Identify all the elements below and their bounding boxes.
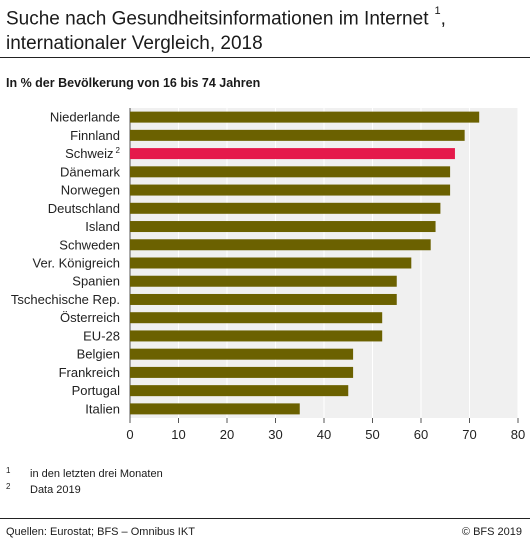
category-label-10: Tschechische Rep.	[11, 292, 120, 307]
bar-7	[130, 239, 431, 251]
title-line-1: Suche nach Gesundheitsinformationen im I…	[6, 8, 429, 30]
chart-title: Suche nach Gesundheitsinformationen im I…	[6, 5, 446, 55]
bar-8	[130, 257, 412, 269]
category-note-2: 2	[116, 146, 121, 155]
category-label-16: Italien	[85, 401, 120, 416]
category-label-3: Dänemark	[60, 164, 120, 179]
x-tick-label-80: 80	[511, 427, 525, 442]
category-label-0: Niederlande	[50, 110, 120, 125]
x-tick-label-20: 20	[220, 427, 234, 442]
bar-13	[130, 348, 354, 360]
x-tick-label-60: 60	[414, 427, 428, 442]
x-tick-label-70: 70	[462, 427, 476, 442]
bar-12	[130, 330, 383, 342]
category-label-9: Spanien	[72, 274, 120, 289]
x-tick-label-50: 50	[365, 427, 379, 442]
category-label-5: Deutschland	[48, 201, 120, 216]
bar-3	[130, 166, 451, 178]
bar-14	[130, 366, 354, 378]
category-label-15: Portugal	[72, 383, 121, 398]
footnote-1-mark: 1	[6, 466, 11, 475]
category-label-14: Frankreich	[59, 365, 120, 380]
x-tick-label-10: 10	[171, 427, 185, 442]
title-footnote-mark: 1	[434, 5, 441, 17]
bar-15	[130, 385, 349, 397]
bar-11	[130, 312, 383, 324]
bar-16	[130, 403, 300, 415]
footnote-2-text: Data 2019	[30, 484, 81, 496]
bar-9	[130, 275, 397, 287]
category-label-8: Ver. Königreich	[33, 256, 120, 271]
category-label-1: Finnland	[70, 128, 120, 143]
bar-1	[130, 129, 465, 141]
category-label-7: Schweden	[59, 237, 120, 252]
category-label-12: EU-28	[83, 328, 120, 343]
source-note: Quellen: Eurostat; BFS – Omnibus IKT	[6, 526, 195, 538]
x-tick-label-0: 0	[126, 427, 133, 442]
bar-0	[130, 111, 480, 123]
category-label-6: Island	[85, 219, 120, 234]
bar-6	[130, 221, 436, 233]
category-label-4: Norwegen	[61, 183, 120, 198]
top-divider	[0, 57, 530, 58]
footnote-2: 2 Data 2019	[6, 482, 163, 498]
category-label-13: Belgien	[77, 347, 120, 362]
copyright: © BFS 2019	[461, 526, 522, 538]
footnote-1: 1 in den letzten drei Monaten	[6, 466, 163, 482]
bar-chart: 0 10 20 30 40 50 60 70 80 Niederlande Finnland Schw…	[11, 108, 525, 442]
category-label-2: Schweiz 2	[65, 146, 120, 161]
category-label-11: Österreich	[60, 310, 120, 325]
bar-5	[130, 202, 441, 214]
bar-10	[130, 293, 397, 305]
footnote-2-mark: 2	[6, 482, 11, 491]
footnote-1-text: in den letzten drei Monaten	[30, 468, 163, 480]
x-tick-label-40: 40	[317, 427, 331, 442]
chart-subtitle: In % der Bevölkerung von 16 bis 74 Jahre…	[6, 76, 261, 90]
bar-2	[130, 148, 455, 160]
bottom-divider	[0, 518, 530, 519]
bar-4	[130, 184, 451, 196]
title-line-2: internationaler Vergleich, 2018	[6, 33, 263, 55]
x-tick-label-30: 30	[268, 427, 282, 442]
footnotes: 1 in den letzten drei Monaten 2 Data 201…	[6, 466, 163, 498]
